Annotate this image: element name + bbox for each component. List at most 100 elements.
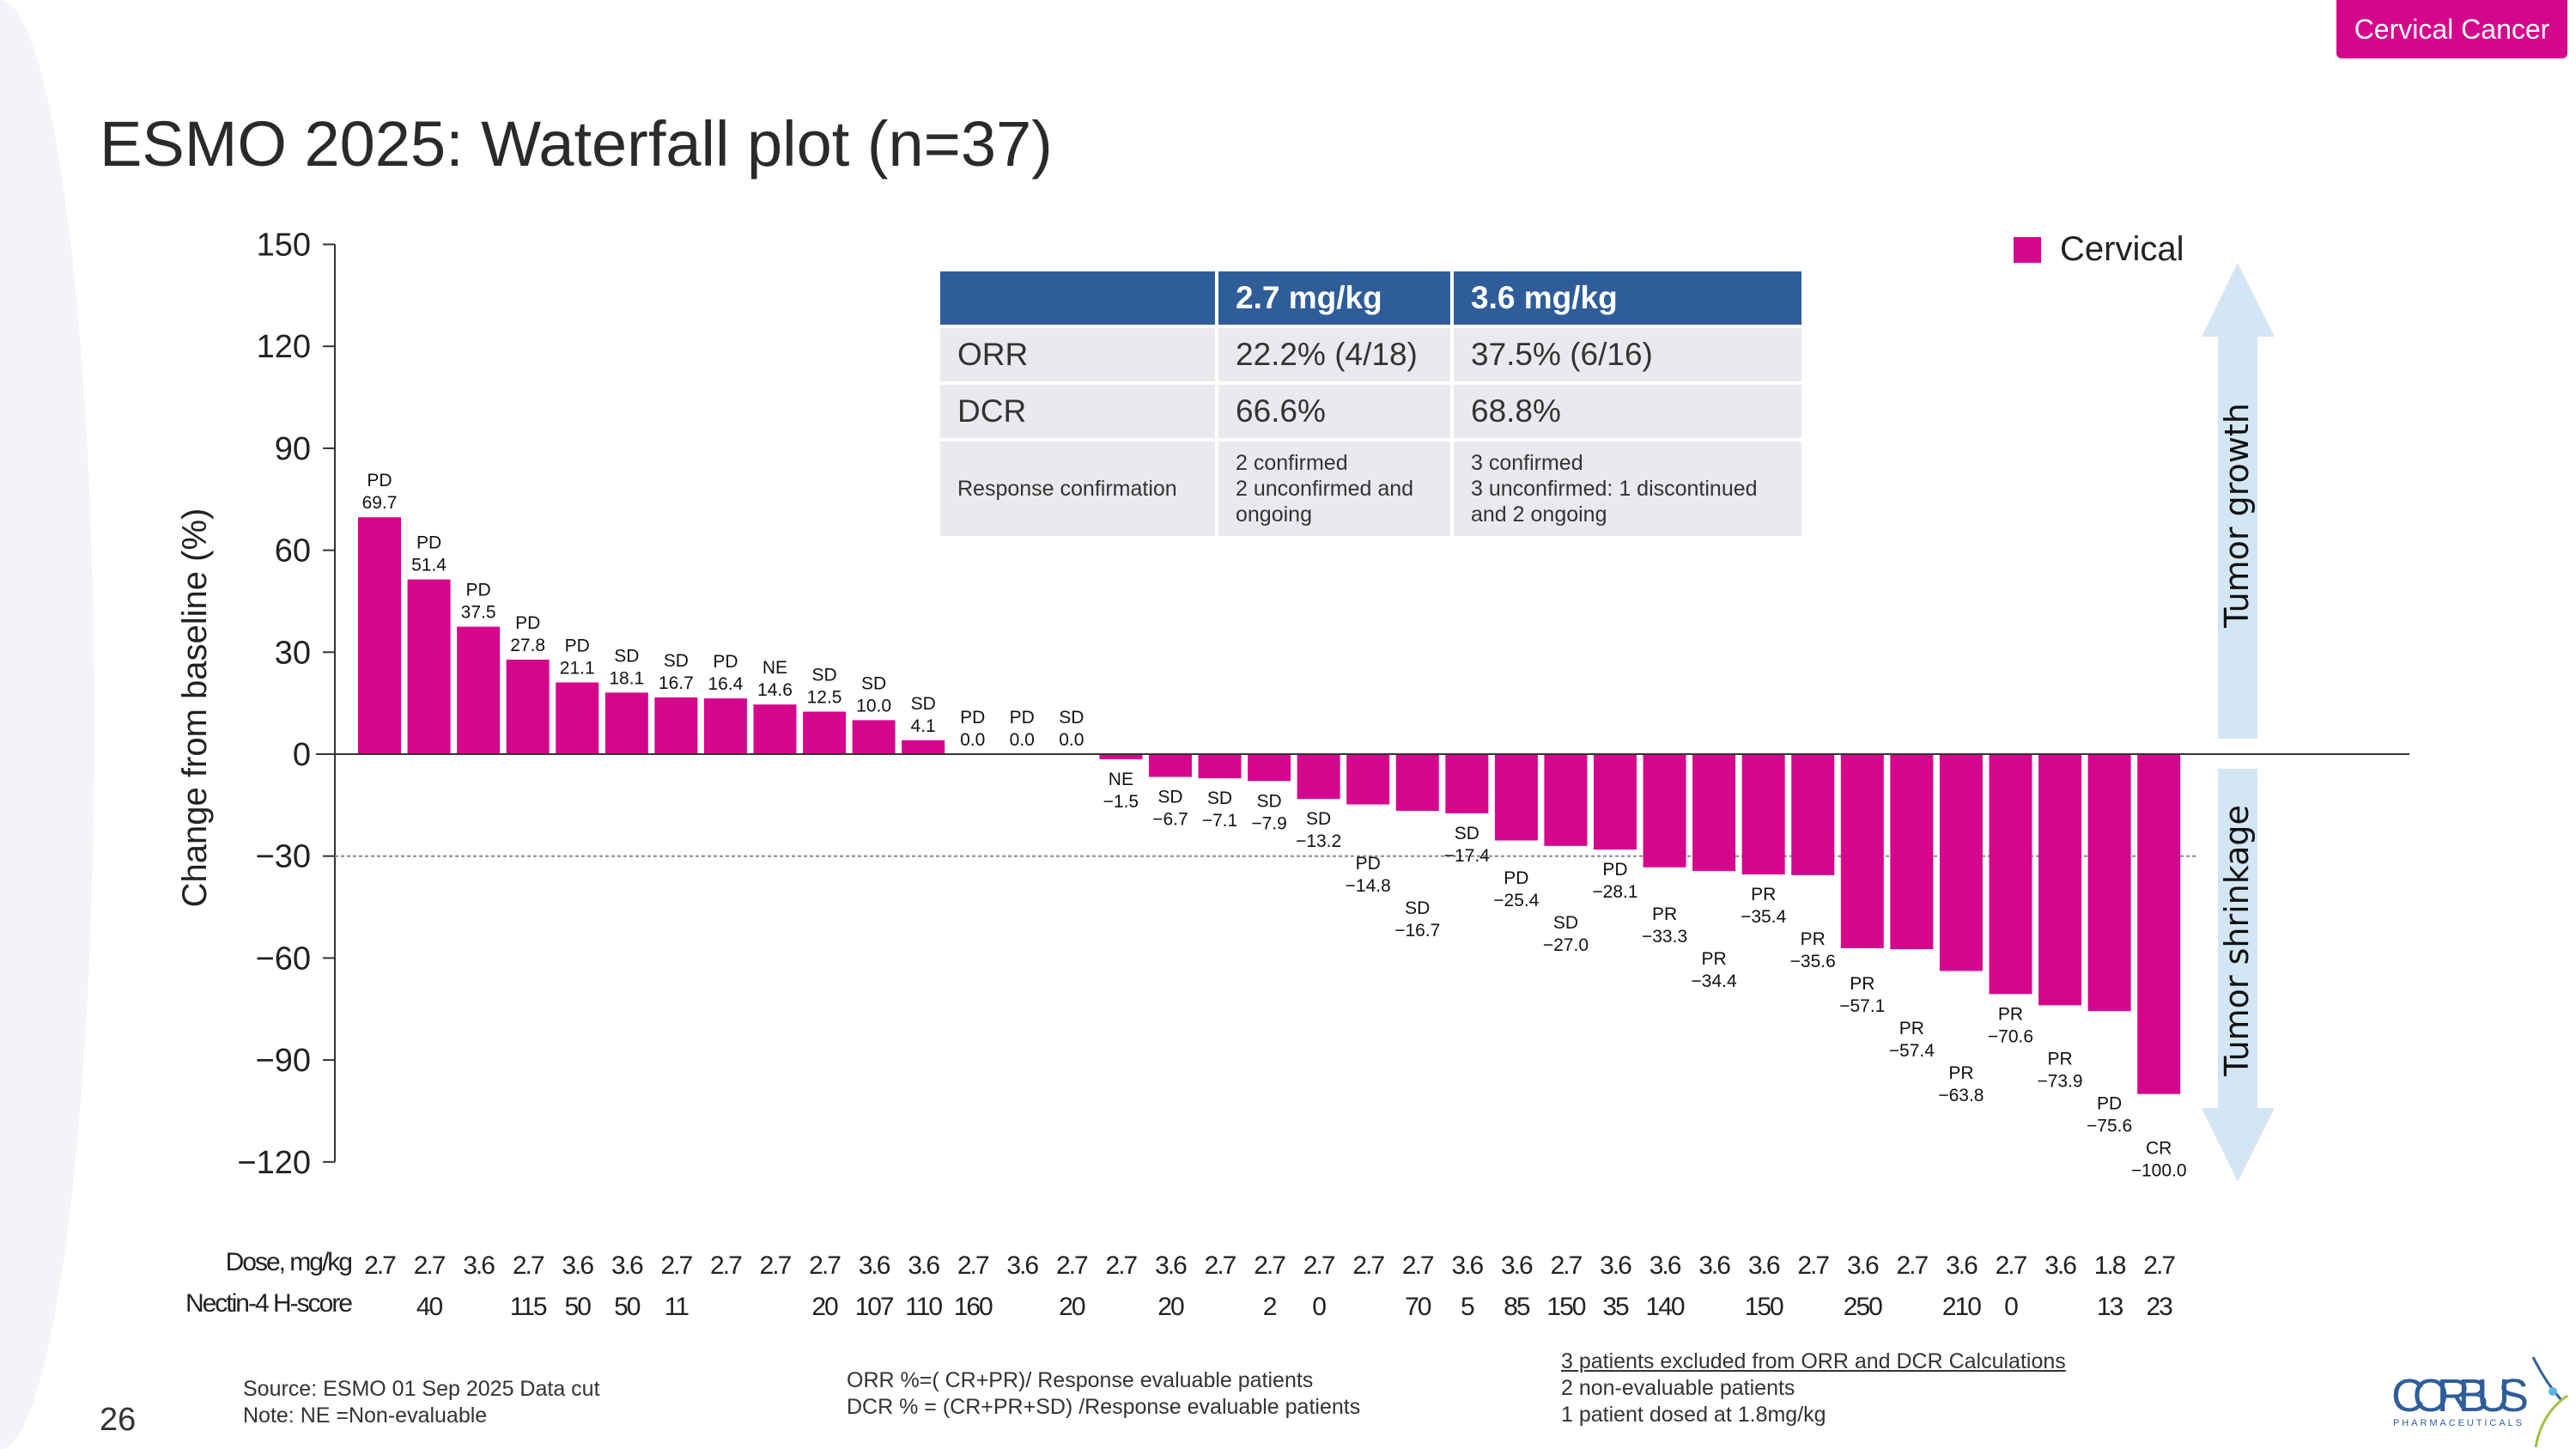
hscore-value: 40 [416,1293,443,1321]
bar [1198,754,1242,779]
tumor-growth-arrow-icon [2202,263,2275,739]
y-tick-label: −90 [256,1043,311,1079]
bar-value-label: 0.0 [1010,730,1035,750]
dose-value: 2.7 [1056,1251,1088,1280]
hscore-value: 150 [1546,1293,1585,1321]
bar-value-label: 18.1 [609,668,644,688]
hscore-value: 85 [1504,1293,1530,1321]
source-text: Source: ESMO 01 Sep 2025 Data cut [243,1377,600,1401]
y-tick-label: −120 [237,1145,311,1181]
cell: 68.8% [1454,385,1801,438]
bar-value-label: 16.7 [659,673,694,693]
table-row-dcr: DCR 66.6% 68.8% [940,385,1801,438]
dose-value: 3.6 [1155,1251,1187,1280]
bar-value-label: −35.6 [1790,952,1836,971]
dose-value: 3.6 [1600,1251,1631,1280]
bar-response-label: PD [2097,1093,2122,1113]
bar-value-label: −25.4 [1493,891,1539,910]
bar-value-label: 51.4 [411,556,447,575]
bar [654,697,698,754]
hscore-value: 5 [1461,1293,1474,1321]
dose-value: 3.6 [1698,1251,1730,1280]
bar-value-label: −73.9 [2037,1071,2082,1091]
legend-label: Cervical [2060,230,2184,268]
bar-value-label: 69.7 [362,493,398,513]
bar [1939,754,1983,971]
bar-response-label: SD [1157,788,1182,807]
y-tick-label: 150 [257,228,311,264]
hscore-value: 110 [905,1293,942,1321]
section-tag: Cervical Cancer [2336,0,2567,58]
hscore-value: 50 [565,1293,592,1321]
bar-response-label: SD [664,651,689,671]
row-label: Response confirmation [940,441,1215,536]
response-table: 2.7 mg/kg 3.6 mg/kg ORR 22.2% (4/18) 37.… [937,268,1805,539]
dose-row-label: Dose, mg/kg [225,1248,353,1276]
bar-value-label: 37.5 [461,603,496,623]
tumor-shrinkage-arrow-icon [2202,769,2275,1182]
dose-value: 2.7 [1897,1251,1929,1280]
bar [1741,754,1785,875]
dose-value: 3.6 [1451,1251,1483,1280]
y-axis-title: Change from baseline (%) [176,508,214,908]
y-tick-label: 60 [275,533,311,569]
bar-value-label: 16.4 [708,674,743,694]
bar-response-label: PD [1504,868,1528,888]
y-tick-label: −60 [256,941,311,977]
bar [1643,754,1686,868]
hscore-value: 210 [1942,1293,1981,1321]
table-header-row: 2.7 mg/kg 3.6 mg/kg [940,271,1801,325]
bar-response-label: SD [811,666,836,685]
slide-title: ESMO 2025: Waterfall plot (n=37) [100,108,1053,180]
y-tick-label: 0 [293,737,311,773]
bar-response-label: PR [1850,974,1874,994]
bar [703,698,747,754]
dose-value: 2.7 [2143,1251,2175,1280]
page-number: 26 [100,1402,137,1438]
cell: 66.6% [1218,385,1450,438]
bar [1248,754,1291,782]
hscore-value: 107 [855,1293,894,1321]
cell-line: 3 confirmed [1471,451,1583,475]
bar-response-label: PD [466,581,491,600]
hscore-value: 0 [1312,1293,1326,1321]
dose-value: 2.7 [1205,1251,1236,1280]
hscore-value: 2 [1263,1293,1277,1321]
dose-value: 3.6 [1847,1251,1879,1280]
logo-swoosh-icon [2534,1394,2568,1448]
hscore-value: 23 [2146,1293,2172,1321]
bar [605,692,648,754]
bar [1890,754,1934,950]
bar-value-label: −7.9 [1251,813,1286,833]
hscore-value: 20 [1059,1293,1085,1321]
bar-response-label: PD [1010,708,1035,728]
dose-value: 3.6 [1649,1251,1681,1280]
bar [902,740,945,754]
dose-value: 2.7 [1551,1251,1583,1280]
hscore-row-label: Nectin-4 H-score [185,1289,353,1318]
dose-value: 2.7 [1402,1251,1434,1280]
cell-line: and 2 ongoing [1471,502,1607,527]
note-text: Note: NE =Non-evaluable [243,1403,488,1428]
bar-response-label: PR [1751,885,1776,904]
dose-value: 3.6 [562,1251,593,1280]
table-header-2.7: 2.7 mg/kg [1218,271,1450,325]
hscore-value: 250 [1844,1293,1882,1321]
dose-value: 3.6 [611,1251,643,1280]
bar [753,704,797,754]
dose-value: 3.6 [463,1251,495,1280]
bar-value-label: −14.8 [1346,876,1391,896]
dose-value: 3.6 [1006,1251,1038,1280]
bar [852,720,896,754]
bar-value-label: 12.5 [807,688,842,708]
bar-value-label: −16.7 [1394,921,1440,941]
cell-line: 3 unconfirmed: 1 discontinued [1471,477,1758,501]
bar-response-label: PD [713,652,738,672]
bar [2038,754,2082,1006]
exclusion-item: 2 non-evaluable patients [1561,1376,1795,1400]
bar-value-label: −33.3 [1642,927,1687,947]
bar-value-label: −34.4 [1692,971,1737,991]
legend: Cervical [2014,230,2184,269]
logo-wordmark: CORBUS [2391,1370,2529,1422]
bar-value-label: 27.8 [510,636,545,655]
